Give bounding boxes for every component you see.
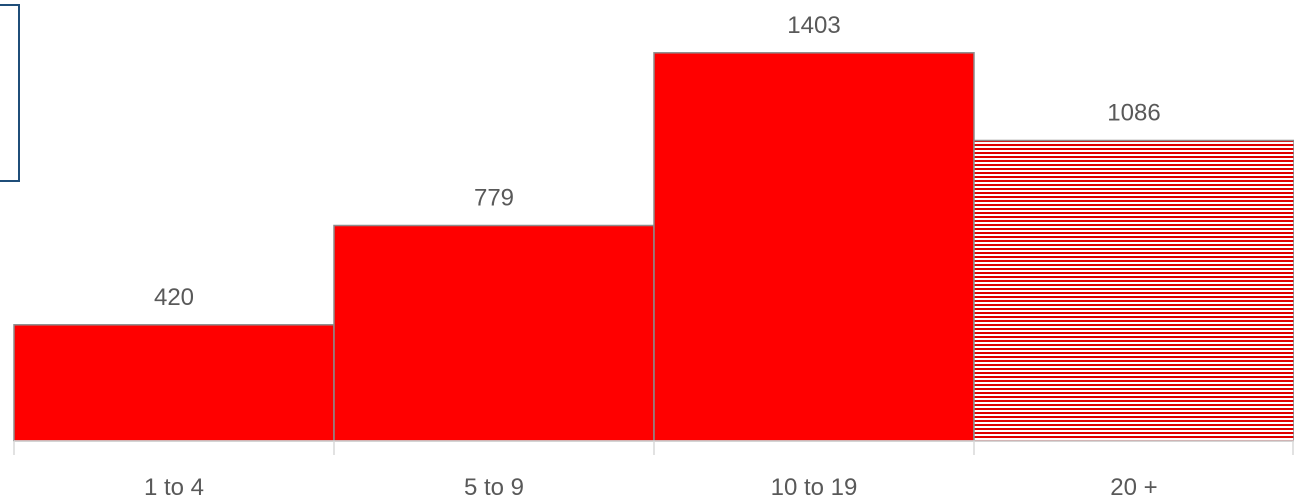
category-label-4: 20 +	[1110, 474, 1157, 499]
bar-4	[973, 139, 1294, 442]
data-label-3: 1403	[787, 12, 840, 39]
category-label-1: 1 to 4	[144, 474, 204, 499]
data-label-2: 779	[474, 185, 514, 212]
bar-3	[653, 52, 975, 442]
bar-2	[333, 224, 655, 442]
category-label-3: 10 to 19	[771, 474, 858, 499]
partial-text-box	[0, 4, 20, 182]
data-label-1: 420	[154, 284, 194, 311]
category-label-2: 5 to 9	[464, 474, 524, 499]
data-label-4: 1086	[1107, 100, 1160, 127]
bar-1	[13, 324, 335, 442]
